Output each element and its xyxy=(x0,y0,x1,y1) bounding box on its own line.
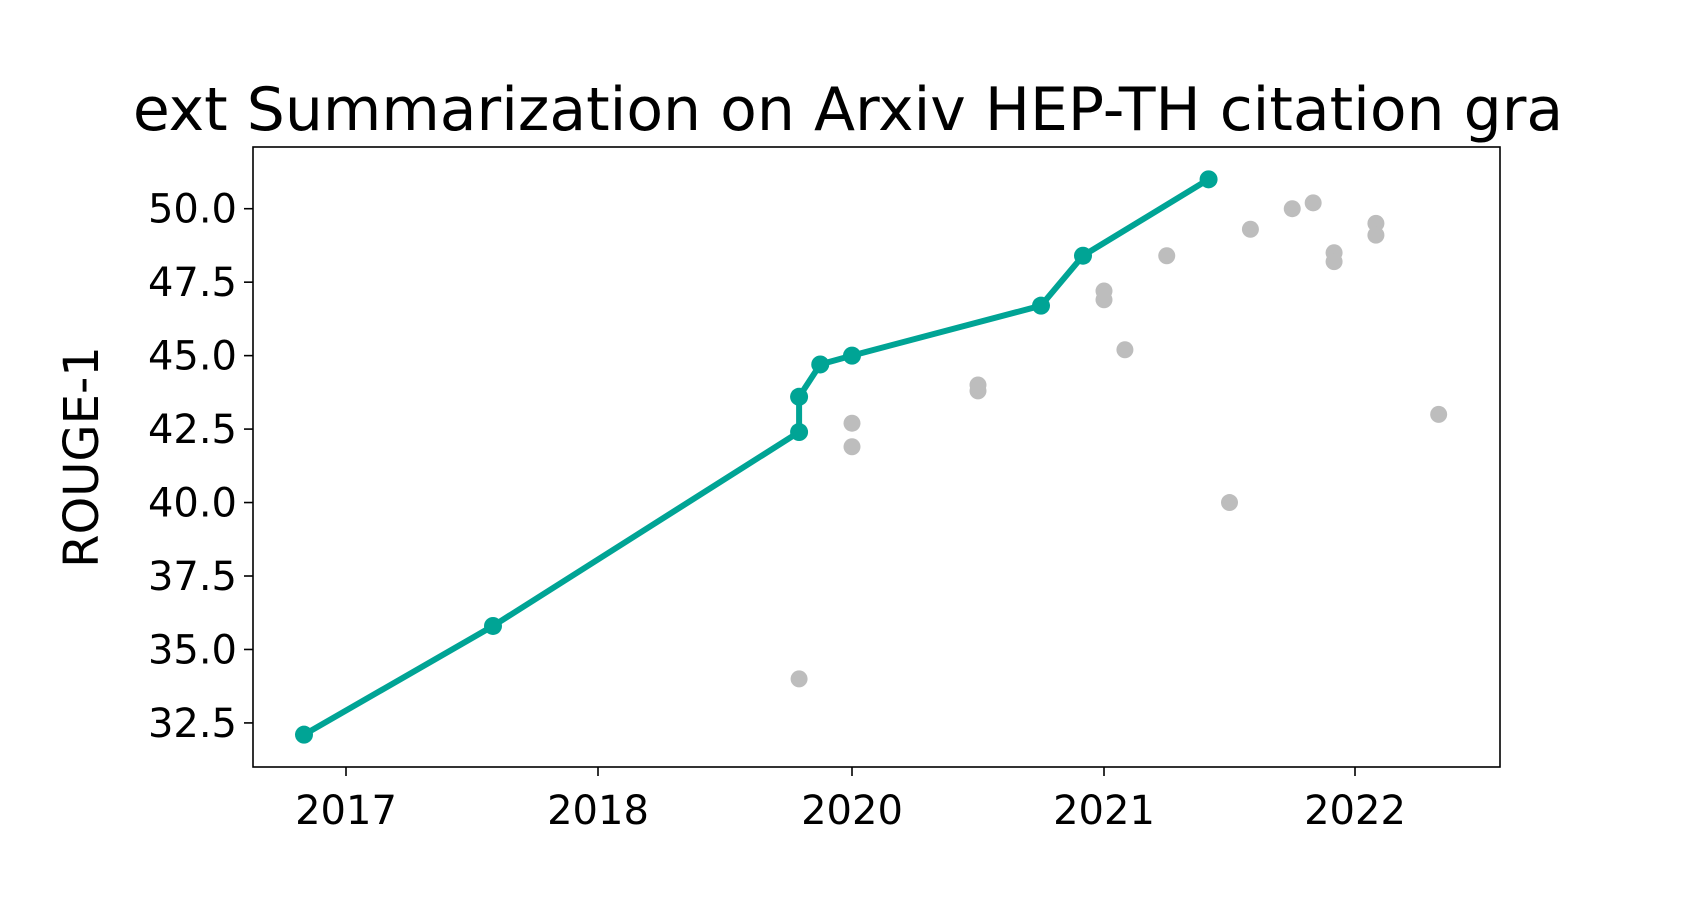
x-tick-label: 2018 xyxy=(547,788,649,834)
x-tick-label: 2020 xyxy=(801,788,903,834)
sota-point xyxy=(843,346,861,365)
other-result-point xyxy=(1095,291,1113,309)
sota-point xyxy=(1032,296,1050,315)
other-result-point xyxy=(1241,220,1259,238)
y-tick-label: 45.0 xyxy=(148,334,237,380)
sota-point xyxy=(295,725,313,744)
plot-area xyxy=(295,170,1448,744)
other-result-point xyxy=(1325,253,1343,271)
x-tick-label: 2022 xyxy=(1304,788,1406,834)
other-result-point xyxy=(1304,194,1322,212)
x-tick-label: 2021 xyxy=(1053,788,1155,834)
y-tick-label: 50.0 xyxy=(148,187,237,233)
y-axis-label: ROUGE-1 xyxy=(54,346,110,568)
other-result-point xyxy=(843,414,861,432)
other-result-point xyxy=(790,670,808,688)
x-tick-label: 2017 xyxy=(295,788,397,834)
other-result-point xyxy=(1430,405,1448,423)
x-axis: 2017 2018 2020 2021 2022 xyxy=(295,767,1406,834)
sota-point xyxy=(790,423,809,442)
sota-point xyxy=(811,355,830,374)
y-tick-label: 40.0 xyxy=(148,481,237,527)
other-result-point xyxy=(1221,494,1238,512)
y-tick-label: 32.5 xyxy=(148,701,237,747)
other-result-point xyxy=(1283,200,1301,218)
other-result-point xyxy=(1367,226,1385,244)
other-result-point xyxy=(1158,247,1176,265)
y-tick-label: 37.5 xyxy=(148,554,237,600)
y-tick-label: 42.5 xyxy=(148,407,237,453)
chart-title: ext Summarization on Arxiv HEP-TH citati… xyxy=(133,75,1563,145)
plot-frame xyxy=(252,146,1501,768)
sota-point xyxy=(790,387,809,406)
sota-point xyxy=(1074,246,1092,265)
other-result-point xyxy=(1116,341,1134,359)
y-tick-label: 47.5 xyxy=(148,260,237,306)
y-axis: 32.5 35.0 37.5 40.0 42.5 45.0 47.5 50.0 xyxy=(148,187,253,747)
other-result-point xyxy=(969,382,987,400)
y-tick-label: 35.0 xyxy=(148,627,237,673)
sota-point xyxy=(1199,170,1218,189)
sota-point xyxy=(484,616,502,635)
other-result-point xyxy=(1367,214,1385,232)
other-result-point xyxy=(843,438,861,456)
